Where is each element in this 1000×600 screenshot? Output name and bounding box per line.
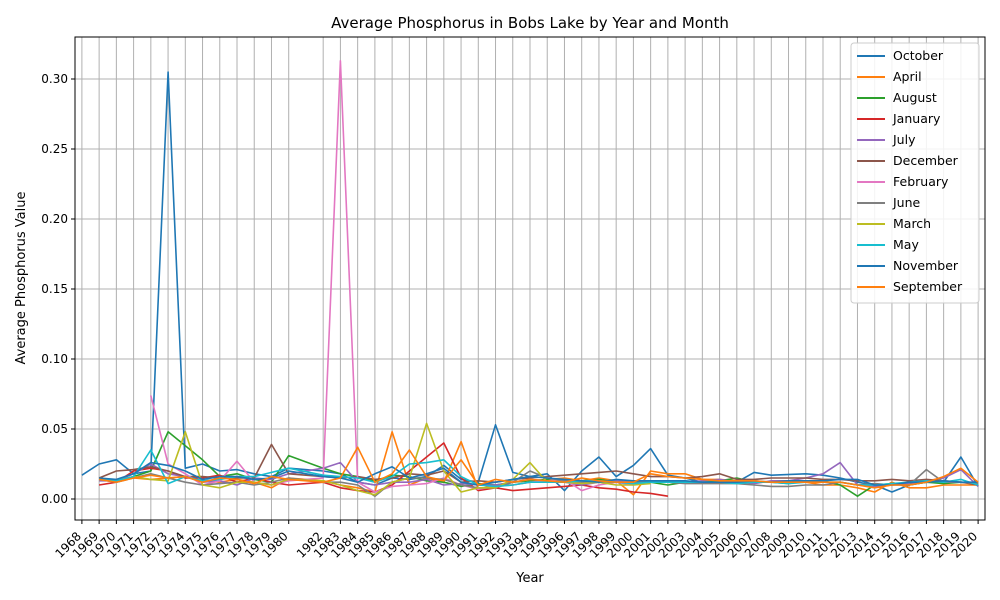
legend-label: July xyxy=(892,132,916,147)
y-tick-label: 0.00 xyxy=(41,492,68,506)
series-line-september xyxy=(98,446,979,489)
legend: October April August January July December Feb… xyxy=(850,42,980,304)
series-line-november xyxy=(99,461,979,486)
y-tick-label: 0.05 xyxy=(41,422,68,436)
legend-label: February xyxy=(893,174,949,189)
y-tick-label: 0.25 xyxy=(41,142,68,156)
y-axis-label: Average Phosphorus Value xyxy=(14,192,29,365)
legend-label: August xyxy=(893,90,937,105)
legend-label: March xyxy=(893,216,931,231)
plot-area xyxy=(74,36,986,521)
grid xyxy=(75,37,985,520)
y-axis: 0.00 0.05 0.10 0.15 0.20 0.25 0.30 xyxy=(41,72,75,506)
legend-label: April xyxy=(893,69,922,84)
legend-box xyxy=(850,42,980,304)
x-axis-label: Year xyxy=(515,571,544,586)
legend-label: December xyxy=(893,153,959,168)
legend-label: September xyxy=(893,279,963,294)
y-tick-label: 0.15 xyxy=(41,282,68,296)
y-tick-label: 0.10 xyxy=(41,352,68,366)
legend-label: October xyxy=(893,48,944,63)
y-tick-label: 0.30 xyxy=(41,72,68,86)
legend-label: May xyxy=(893,237,919,252)
y-tick-label: 0.20 xyxy=(41,212,68,226)
legend-label: June xyxy=(892,195,921,210)
series-lines xyxy=(81,59,979,498)
legend-label: January xyxy=(892,111,941,126)
legend-label: November xyxy=(893,258,959,273)
chart-title: Average Phosphorus in Bobs Lake by Year … xyxy=(331,14,729,32)
